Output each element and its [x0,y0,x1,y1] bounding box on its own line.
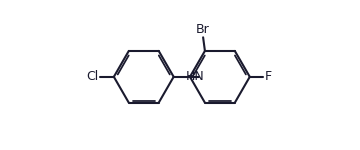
Text: Br: Br [196,23,210,36]
Text: F: F [265,70,271,83]
Text: HN: HN [185,70,204,83]
Text: Cl: Cl [86,70,99,83]
